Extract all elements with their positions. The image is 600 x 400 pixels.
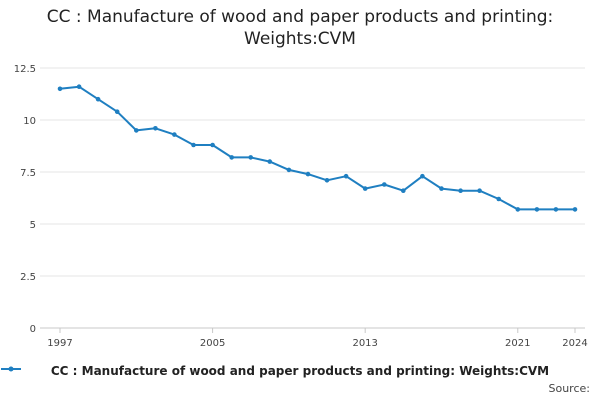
grid-lines [40, 67, 585, 329]
y-tick-label: 7.5 [20, 168, 36, 179]
axes [40, 327, 585, 333]
legend-swatch [1, 366, 21, 372]
y-tick-label: 2.5 [20, 272, 36, 283]
data-point[interactable] [420, 173, 425, 179]
data-point[interactable] [343, 173, 349, 179]
data-point[interactable] [191, 142, 196, 148]
data-point[interactable] [439, 186, 444, 191]
data-point[interactable] [76, 84, 82, 89]
y-tick-label: 5 [30, 220, 36, 231]
data-point[interactable] [114, 109, 120, 114]
chart-title: CC : Manufacture of wood and paper produ… [46, 7, 554, 49]
data-point[interactable] [401, 188, 406, 193]
data-point[interactable] [534, 207, 540, 212]
x-tick-label: 1997 [47, 338, 72, 349]
data-point[interactable] [210, 142, 215, 148]
legend-label: CC : Manufacture of wood and paper produ… [50, 364, 550, 378]
y-tick-label: 12.5 [14, 64, 36, 75]
data-point[interactable] [496, 196, 502, 202]
y-tick-label: 10 [23, 116, 36, 127]
data-point[interactable] [248, 155, 253, 160]
tick-labels: 0 2.5 5 7.5 10 12.5 1997 2005 2013 2021 2024 [14, 64, 588, 349]
x-tick-label: 2005 [200, 338, 225, 349]
data-point[interactable] [305, 171, 311, 177]
data-point[interactable] [57, 86, 63, 92]
x-tick-label: 2024 [562, 338, 587, 349]
data-point[interactable] [95, 96, 101, 102]
data-point[interactable] [324, 178, 330, 183]
series-line [59, 85, 575, 211]
data-point[interactable] [267, 159, 273, 164]
x-tick-label: 2021 [505, 338, 530, 349]
data-point[interactable] [553, 207, 559, 212]
data-point[interactable] [153, 126, 158, 131]
data-point[interactable] [382, 182, 387, 187]
legend: CC : Manufacture of wood and paper produ… [0, 364, 600, 378]
data-point[interactable] [515, 207, 521, 212]
data-point[interactable] [229, 155, 234, 160]
series [57, 84, 578, 212]
data-point[interactable] [477, 188, 482, 193]
data-point[interactable] [458, 188, 463, 193]
x-tick-label: 2013 [352, 338, 377, 349]
data-point[interactable] [286, 167, 292, 173]
data-point[interactable] [134, 128, 139, 133]
data-point[interactable] [172, 132, 177, 137]
data-point[interactable] [572, 207, 578, 212]
data-point[interactable] [362, 186, 368, 191]
source-label: Source: [548, 382, 591, 395]
y-tick-label: 0 [30, 324, 36, 335]
